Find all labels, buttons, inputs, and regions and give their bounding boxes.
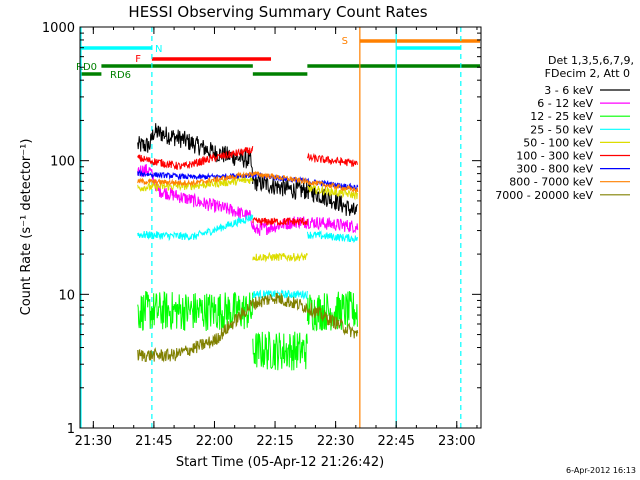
- y-tick-label: 100: [50, 155, 75, 170]
- series-line: [306, 152, 358, 167]
- flag-label-rd6: RD6: [110, 70, 131, 81]
- x-tick-label: 22:15: [256, 434, 293, 449]
- flag-label-f: F: [135, 54, 141, 65]
- x-axis: 21:30 21:45 22:00 22:15 22:30 22:45 23:00: [75, 27, 478, 449]
- y-tick-label: 10: [58, 288, 75, 303]
- series-line: [137, 291, 254, 332]
- legend-label: 800 - 7000 keV: [509, 176, 593, 189]
- instrument-state-lines: [80, 27, 462, 428]
- legend-label: 7000 - 20000 keV: [495, 189, 593, 202]
- series-line: [137, 176, 253, 193]
- series-line: [137, 292, 359, 363]
- legend-label: 300 - 800 keV: [516, 163, 593, 176]
- series-line: [137, 123, 359, 216]
- flag-label-n: N: [155, 44, 162, 55]
- legend-label: 12 - 25 keV: [530, 110, 593, 123]
- series-line: [137, 170, 359, 194]
- legend-label: 6 - 12 keV: [537, 97, 593, 110]
- flag-label-s: S: [342, 36, 348, 47]
- timestamp: 6-Apr-2012 16:13: [566, 466, 636, 475]
- series-line: [137, 214, 254, 242]
- series-line: [252, 331, 308, 371]
- legend-label: 100 - 300 keV: [516, 150, 593, 163]
- plot-frame: [79, 26, 482, 429]
- series-line: [307, 183, 358, 201]
- y-axis: 1 10 100 1000: [42, 21, 481, 437]
- x-tick-label: 22:45: [377, 434, 414, 449]
- series-line: [137, 163, 359, 236]
- chart-title: HESSI Observing Summary Count Rates: [128, 3, 427, 21]
- x-tick-label: 22:00: [196, 434, 233, 449]
- x-tick-label: 21:30: [75, 434, 112, 449]
- series-line: [252, 217, 308, 226]
- y-tick-label: 1000: [42, 21, 75, 36]
- legend-header-line-1: Det 1,3,5,6,7,9,: [548, 54, 634, 67]
- y-axis-label: Count Rate (s⁻¹ detector⁻¹): [19, 139, 34, 316]
- legend-header-line-2: FDecim 2, Att 0: [545, 67, 630, 80]
- y-tick-label: 1: [67, 422, 75, 437]
- legend-label: 50 - 100 keV: [523, 136, 593, 149]
- series-group: [137, 123, 359, 371]
- x-tick-label: 21:45: [135, 434, 172, 449]
- flag-bars: N F S RD0 RD6: [76, 36, 480, 81]
- flag-label-rd0: RD0: [76, 62, 97, 73]
- series-line: [252, 251, 308, 263]
- series-line: [137, 146, 254, 171]
- series-line: [306, 229, 358, 243]
- x-axis-label: Start Time (05-Apr-12 21:26:42): [176, 455, 384, 470]
- legend-label: 3 - 6 keV: [544, 84, 593, 97]
- legend-label: 25 - 50 keV: [530, 123, 593, 136]
- x-tick-label: 22:30: [317, 434, 354, 449]
- x-tick-label: 23:00: [438, 434, 475, 449]
